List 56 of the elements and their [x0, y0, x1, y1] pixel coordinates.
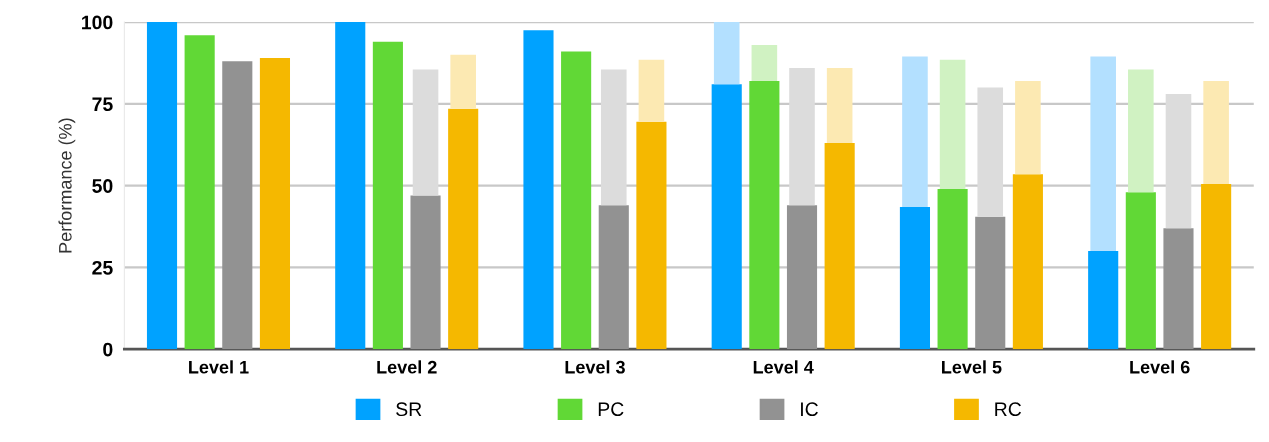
bar	[1128, 69, 1154, 193]
legend-label: RC	[995, 402, 1022, 417]
legend-label: SR	[396, 402, 422, 417]
bar	[410, 195, 441, 350]
bar	[450, 54, 476, 109]
bar	[598, 205, 629, 350]
bar	[372, 41, 403, 350]
bar	[1165, 94, 1192, 229]
bar	[826, 67, 853, 144]
bar	[638, 59, 665, 122]
y-tick-label: 0	[103, 342, 113, 357]
bar	[975, 216, 1006, 350]
x-tick-label: Level 4	[753, 360, 814, 374]
bar	[259, 58, 291, 350]
bar	[899, 206, 931, 350]
bar	[600, 69, 627, 206]
bar	[749, 80, 780, 350]
legend-label: IC	[801, 402, 818, 417]
bar	[636, 121, 667, 350]
bar	[184, 35, 215, 350]
bar	[1163, 228, 1194, 350]
bar	[751, 45, 778, 81]
bar	[448, 108, 479, 350]
bar	[937, 188, 968, 350]
bar	[523, 30, 554, 350]
bar	[1012, 174, 1043, 350]
x-tick-label: Level 3	[565, 360, 625, 374]
bar	[222, 61, 253, 350]
bar	[1090, 56, 1116, 252]
bar	[902, 56, 928, 207]
x-tick-label: Level 6	[1130, 360, 1190, 374]
bar	[1088, 251, 1119, 350]
y-tick-label: 25	[92, 260, 113, 275]
bar	[146, 22, 178, 350]
bar	[1015, 80, 1041, 175]
bar	[786, 205, 818, 350]
legend-label: PC	[598, 402, 624, 417]
bar	[824, 143, 855, 350]
x-tick-label: Level 1	[189, 360, 249, 374]
bar	[1125, 192, 1156, 350]
bar	[977, 87, 1004, 217]
bar	[789, 67, 815, 206]
bar	[1201, 184, 1232, 350]
y-axis-title: Performance (%)	[58, 118, 76, 253]
bar	[711, 84, 742, 350]
x-tick-label: Level 5	[942, 360, 1002, 374]
bar	[561, 51, 592, 350]
y-tick-label: 75	[92, 97, 113, 112]
bar	[939, 59, 966, 189]
bar	[713, 22, 740, 85]
y-tick-label: 50	[92, 179, 113, 193]
y-tick-label: 100	[82, 15, 113, 30]
x-tick-label: Level 2	[377, 360, 437, 374]
bar	[1203, 80, 1229, 184]
bar	[412, 69, 439, 196]
bar	[335, 22, 366, 350]
